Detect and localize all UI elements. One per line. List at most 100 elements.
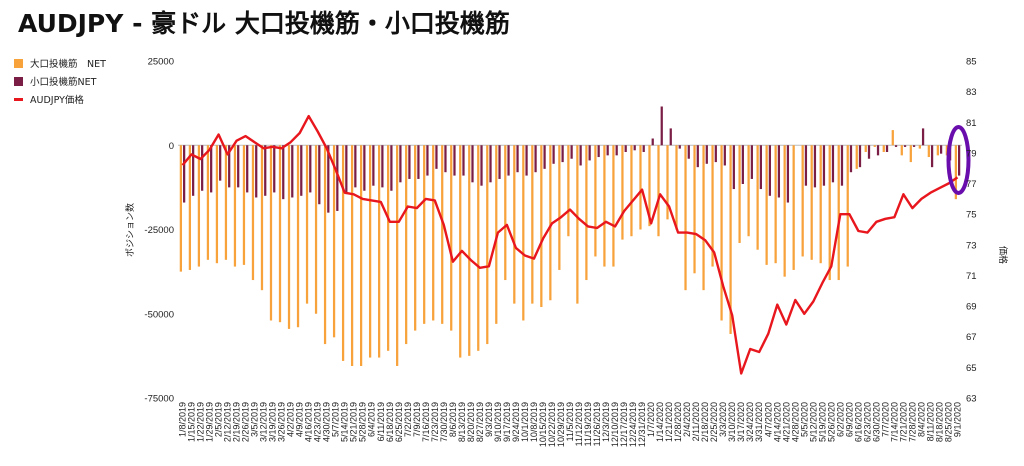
bar-small <box>354 145 357 188</box>
bar-small <box>525 145 528 176</box>
bar-small <box>516 145 519 173</box>
bar-large <box>486 145 489 345</box>
legend-item-large: 大口投機筋 NET <box>14 54 106 72</box>
x-tick-label: 12/3/2019 <box>601 402 611 442</box>
bar-small <box>309 145 312 193</box>
x-tick-label: 7/9/2019 <box>412 402 422 437</box>
bar-large <box>296 145 300 328</box>
bar-large <box>531 145 534 304</box>
x-tick-label: 11/5/2019 <box>565 402 575 441</box>
x-tick-label: 7/23/2019 <box>430 402 440 442</box>
bar-large <box>864 145 867 152</box>
bar-small <box>291 145 294 198</box>
legend-swatch-price <box>14 97 23 101</box>
x-tick-label: 3/5/2019 <box>250 402 260 437</box>
bar-large <box>603 145 606 267</box>
bar-small <box>462 145 465 176</box>
bar-small <box>786 145 790 203</box>
x-tick-label: 3/24/2020 <box>745 402 755 442</box>
bar-small <box>642 145 645 152</box>
bar-large <box>954 145 957 200</box>
bar-small <box>417 145 420 179</box>
x-tick-label: 6/11/2019 <box>376 402 386 441</box>
bar-small <box>696 145 699 168</box>
bar-large <box>774 145 777 264</box>
x-tick-label: 11/12/2019 <box>574 402 584 446</box>
y-left-tick-label: 25000 <box>148 57 174 68</box>
x-tick-label: 2/5/2019 <box>214 402 224 437</box>
y-right-tick-label: 73 <box>966 240 977 251</box>
bar-large <box>756 145 759 250</box>
x-tick-label: 11/26/2019 <box>592 402 602 446</box>
y-left-tick-label: -25000 <box>144 225 174 236</box>
bar-small <box>336 145 339 211</box>
bar-small <box>246 145 249 193</box>
bar-large <box>738 145 741 243</box>
highlight-ellipse <box>946 125 971 195</box>
bar-large <box>224 145 228 260</box>
x-tick-label: 6/25/2019 <box>394 402 404 442</box>
x-tick-label: 8/27/2019 <box>475 402 485 442</box>
bar-large <box>612 145 615 267</box>
x-tick-label: 2/25/2020 <box>709 402 719 442</box>
bar-small <box>732 145 735 190</box>
legend-label-large: 大口投機筋 NET <box>30 59 106 70</box>
x-tick-label: 2/4/2020 <box>682 402 692 437</box>
bar-small <box>372 145 375 186</box>
bar-large <box>278 145 282 323</box>
bar-small <box>579 145 582 166</box>
bar-small <box>201 145 204 191</box>
x-tick-label: 5/12/2020 <box>808 402 818 442</box>
x-tick-label: 6/18/2019 <box>385 402 395 442</box>
bar-small <box>282 145 285 200</box>
x-tick-label: 8/18/2020 <box>935 402 945 442</box>
bar-small <box>957 145 961 176</box>
bar-large <box>783 145 786 277</box>
bar-small <box>327 145 330 213</box>
bar-large <box>810 145 813 260</box>
x-tick-label: 10/1/2019 <box>520 402 530 442</box>
x-tick-label: 6/2/2020 <box>835 402 845 437</box>
bar-large <box>540 145 543 308</box>
bar-small <box>345 145 348 195</box>
bar-large <box>549 145 552 301</box>
bar-large <box>837 145 840 281</box>
price-line-layer <box>181 114 959 375</box>
x-tick-label: 7/2/2019 <box>403 402 413 437</box>
x-tick-label: 2/12/2019 <box>223 402 233 442</box>
x-tick-label: 1/14/2020 <box>655 402 665 442</box>
bar-large <box>423 145 426 324</box>
bar-large <box>513 145 516 304</box>
x-tick-label: 9/17/2019 <box>502 402 512 442</box>
y-right-tick-label: 63 <box>966 394 977 405</box>
x-tick-label: 6/4/2019 <box>367 402 377 437</box>
x-tick-label: 4/7/2020 <box>763 402 773 437</box>
x-tick-label: 8/25/2020 <box>944 402 954 442</box>
bar-large <box>251 145 255 281</box>
bar-large <box>450 145 453 331</box>
y-axis-left-title: ポジション数 <box>124 203 136 257</box>
bar-large <box>702 145 705 291</box>
bar-large <box>648 145 651 227</box>
bar-large <box>323 145 327 345</box>
x-tick-label: 9/24/2019 <box>511 402 521 442</box>
x-tick-label: 4/23/2019 <box>313 402 323 442</box>
right-axis-ticks: 85 83 81 79 77 75 73 71 69 67 65 63 <box>966 57 977 405</box>
bar-large <box>558 145 561 270</box>
bar-small <box>804 145 808 186</box>
bar-large <box>206 145 210 260</box>
x-tick-label: 2/19/2019 <box>232 402 242 442</box>
x-tick-label: 6/16/2020 <box>853 402 863 442</box>
bar-small <box>930 145 934 168</box>
x-tick-label: 9/3/2019 <box>484 402 494 437</box>
bar-small <box>381 145 384 188</box>
bar-large <box>882 145 885 152</box>
x-tick-label: 7/30/2019 <box>439 402 449 442</box>
bar-small <box>426 145 429 176</box>
bar-small <box>750 145 753 179</box>
bar-large <box>387 145 390 351</box>
bar-large <box>305 145 309 304</box>
bar-large <box>729 145 732 334</box>
bar-large <box>801 145 804 257</box>
y-right-tick-label: 67 <box>966 332 977 343</box>
